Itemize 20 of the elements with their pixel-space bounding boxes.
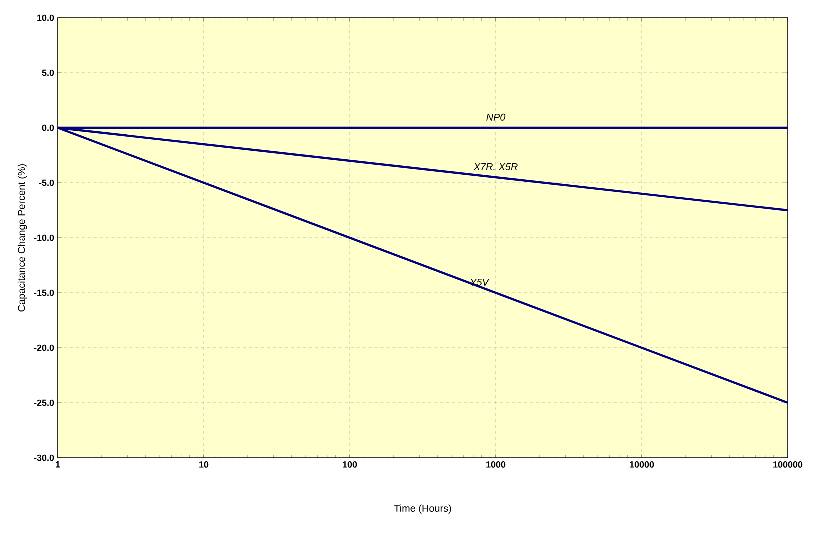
y-tick-label: 10.0: [38, 14, 54, 22]
y-tick-label: 0.0: [42, 124, 54, 132]
y-tick-label: 5.0: [42, 70, 54, 76]
x-tick-label: 1: [56, 462, 60, 468]
y-tick-label: -5.0: [39, 180, 54, 186]
y-tick-label: -15.0: [34, 290, 54, 296]
x-tick-label: 100: [343, 462, 358, 468]
y-tick-label: -10.0: [34, 234, 54, 242]
x-tick-label: 1000: [486, 462, 506, 468]
x-tick-label: 10000: [630, 462, 654, 468]
x-axis-title: Time (Hours): [394, 504, 452, 514]
y-tick-label: -25.0: [34, 400, 54, 406]
y-tick-label: -30.0: [34, 454, 54, 462]
y-axis-title: Capacitance Change Percent (%): [18, 164, 28, 312]
y-tick-label: -20.0: [34, 344, 54, 352]
x-tick-label: 100000: [774, 462, 803, 468]
x-tick-label: 10: [200, 462, 209, 468]
series-label: X7R. X5R: [474, 163, 518, 170]
series-label: NP0: [486, 114, 506, 121]
series-label: Y5V: [471, 278, 490, 286]
